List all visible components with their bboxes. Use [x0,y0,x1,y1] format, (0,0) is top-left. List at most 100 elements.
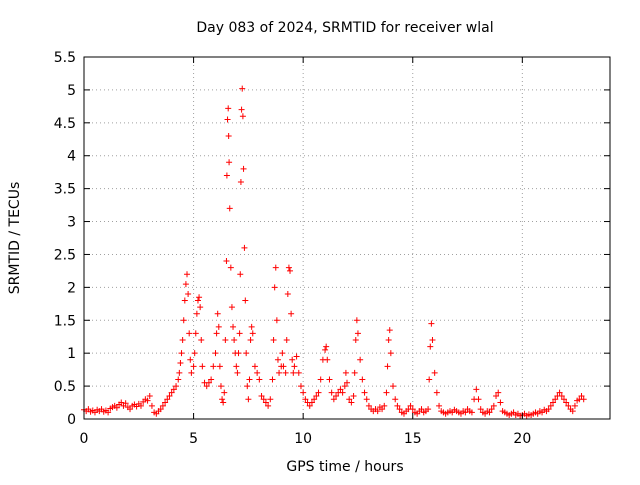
axes: 0 0.5 1 1.5 2 2.5 3 3.5 4 4.5 5 5.5 0 5 10 15 20 [54,50,610,447]
data-point [571,402,578,409]
data-point [289,356,296,363]
data-point [223,258,230,265]
data-point [213,330,220,337]
data-point [223,172,230,179]
data-point [236,330,243,337]
y-tick-label: 1 [67,346,76,362]
data-point [313,392,320,399]
y-tick-label: 0.5 [54,379,76,395]
data-point [394,402,401,409]
data-point [311,396,318,403]
data-point [386,327,393,334]
data-point [387,350,394,357]
data-point [385,337,392,344]
data-point [240,165,247,172]
data-point [194,297,201,304]
data-point [243,350,250,357]
data-point [426,376,433,383]
y-tick-label: 4.5 [54,116,76,132]
x-tick-label: 15 [404,431,422,447]
data-point [383,389,390,396]
data-point [433,389,440,396]
data-point [276,369,283,376]
data-point [409,406,416,413]
data-point [563,399,570,406]
data-point [558,392,565,399]
data-point [238,106,245,113]
data-point [330,396,337,403]
data-point [177,360,184,367]
data-point [284,290,291,297]
data-point [168,389,175,396]
data-point [339,389,346,396]
data-point [308,399,315,406]
data-point [230,323,237,330]
data-point [396,406,403,413]
data-point [392,396,399,403]
data-point [225,105,232,112]
data-point [157,406,164,413]
data-point [233,363,240,370]
data-point [361,389,368,396]
data-point [198,337,205,344]
x-tick-label: 5 [189,431,198,447]
y-tick-label: 3.5 [54,182,76,198]
data-point [379,406,386,413]
data-point [241,244,248,251]
data-point [425,406,432,413]
data-point [291,363,298,370]
data-point [274,356,281,363]
x-tick-label: 20 [513,431,531,447]
y-tick-label: 4 [67,149,76,165]
y-tick-label: 5 [67,83,76,99]
data-point [341,383,348,390]
data-point [187,356,194,363]
data-point [323,343,330,350]
data-point [214,310,221,317]
data-point [234,369,241,376]
data-point [210,363,217,370]
data-point [248,323,255,330]
data-point [545,406,552,413]
data-point [384,363,391,370]
data-point [208,376,215,383]
data-point [374,408,381,415]
data-point [146,392,153,399]
data-point [212,350,219,357]
y-tick-label: 2.5 [54,247,76,263]
data-point [359,376,366,383]
data-point [215,323,222,330]
data-point [249,330,256,337]
data-point [295,369,302,376]
data-point [351,369,358,376]
data-point [578,392,585,399]
data-point [197,304,204,311]
data-point [237,271,244,278]
data-point [148,402,155,409]
data-point [260,396,267,403]
data-point [239,85,246,92]
data-point [337,386,344,393]
data-point [247,337,254,344]
data-point [118,399,125,406]
data-point [280,363,287,370]
data-point [468,409,475,416]
x-axis-label: GPS time / hours [286,459,403,475]
data-point [113,404,120,411]
data-point [354,330,361,337]
data-point [246,376,253,383]
data-point [265,402,272,409]
data-point [350,392,357,399]
data-point [239,113,246,120]
plot-frame [83,56,611,420]
data-point [144,397,151,404]
data-point [353,317,360,324]
data-point [226,205,233,212]
data-point [105,409,112,416]
data-point [477,406,484,413]
data-point [192,330,199,337]
x-tick-label: 0 [80,431,89,447]
data-point [185,290,192,297]
data-point [180,317,187,324]
